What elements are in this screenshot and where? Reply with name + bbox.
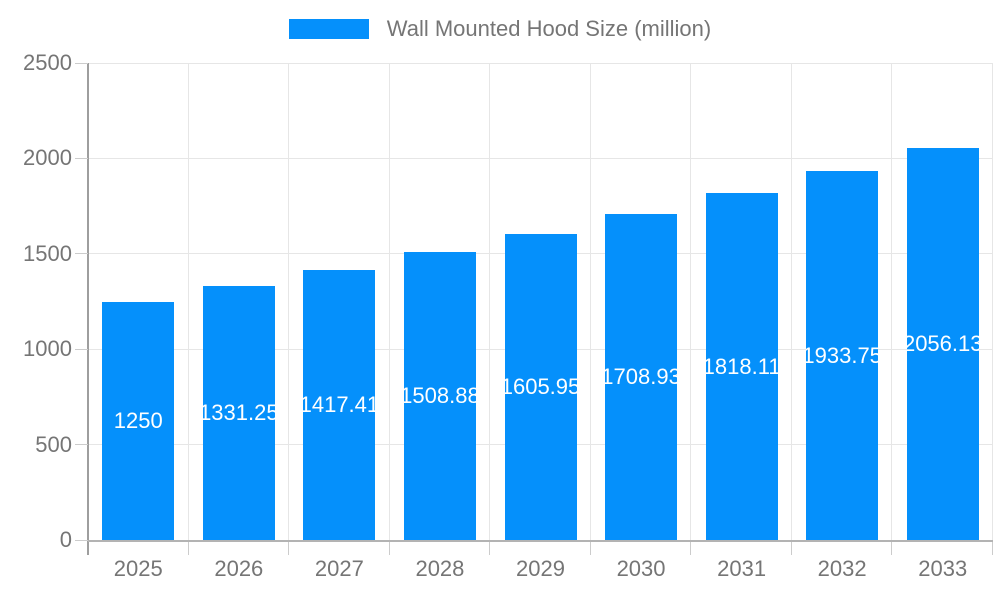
x-axis-label-2029: 2029 (516, 556, 565, 581)
v-gridline (891, 63, 892, 540)
x-axis-tick (992, 542, 993, 555)
bar-value-label: 1250 (113, 407, 163, 433)
y-axis-tick (75, 157, 88, 159)
y-axis-label-2500: 2500 (23, 50, 72, 75)
x-axis-label-2032: 2032 (817, 556, 867, 581)
bar-value-label: 1508.88 (403, 383, 476, 409)
x-axis-label-2033: 2033 (918, 556, 968, 581)
y-axis-tick (75, 348, 88, 350)
bar-value-label: 1417.41 (303, 391, 376, 417)
v-gridline (489, 63, 490, 540)
y-axis-tick (75, 253, 88, 255)
legend-item[interactable]: Wall Mounted Hood Size (million) (0, 16, 1000, 42)
y-axis-tick (75, 444, 88, 446)
plot-area: 1250 1331.25 1417.41 1508.88 1605.95 1708.93 1… (88, 62, 993, 540)
x-axis-tick (590, 542, 591, 555)
y-axis-label-1500: 1500 (23, 240, 72, 266)
x-axis-tick (188, 542, 189, 555)
x-axis-tick (791, 542, 792, 555)
v-gridline (690, 63, 691, 540)
bar-2026[interactable]: 1331.25 (202, 286, 275, 540)
y-axis-label-0: 0 (59, 527, 72, 552)
bar-value-label: 1818.11 (705, 353, 778, 379)
bar-value-label: 1933.75 (806, 342, 879, 368)
bar-2027[interactable]: 1417.41 (303, 269, 376, 540)
v-gridline (288, 63, 289, 540)
bar-value-label: 1605.95 (504, 373, 577, 399)
x-axis-label-2028: 2028 (415, 556, 465, 581)
bar-2028[interactable]: 1508.88 (403, 252, 476, 540)
bar-2030[interactable]: 1708.93 (605, 213, 678, 540)
x-axis-tick (489, 542, 490, 555)
v-gridline (992, 63, 993, 540)
y-axis-label-2000: 2000 (23, 145, 72, 171)
bar-value-label: 2056.13 (906, 330, 979, 356)
v-gridline (389, 63, 390, 540)
bar-value-label: 1708.93 (605, 363, 678, 389)
x-axis-label-2027: 2027 (314, 556, 364, 581)
x-axis-tick (389, 542, 390, 555)
bar-2033[interactable]: 2056.13 (906, 147, 979, 540)
x-axis-label-2025: 2025 (113, 556, 163, 581)
y-axis-tick (75, 539, 88, 541)
bar-2031[interactable]: 1818.11 (705, 193, 778, 540)
bar-2032[interactable]: 1933.75 (806, 171, 879, 540)
x-axis-tick (891, 542, 892, 555)
x-axis-line (88, 540, 993, 542)
h-gridline (88, 62, 993, 64)
x-axis-label-2026: 2026 (214, 556, 264, 581)
y-axis-label-1000: 1000 (23, 336, 72, 362)
v-gridline (590, 63, 591, 540)
v-gridline (188, 63, 189, 540)
x-axis-label-2031: 2031 (717, 556, 767, 581)
y-axis-line (87, 63, 89, 555)
y-axis-tick (75, 62, 88, 64)
bar-2025[interactable]: 1250 (102, 301, 175, 540)
x-axis-tick (288, 542, 289, 555)
bar-value-label: 1331.25 (202, 400, 275, 425)
legend-swatch (288, 19, 369, 39)
h-gridline (88, 157, 993, 159)
bar-2029[interactable]: 1605.95 (504, 233, 577, 540)
y-axis-label-500: 500 (35, 431, 72, 457)
x-axis-tick (690, 542, 691, 555)
x-axis-label-2030: 2030 (616, 556, 666, 581)
legend-label: Wall Mounted Hood Size (million) (386, 16, 712, 41)
v-gridline (791, 63, 792, 540)
